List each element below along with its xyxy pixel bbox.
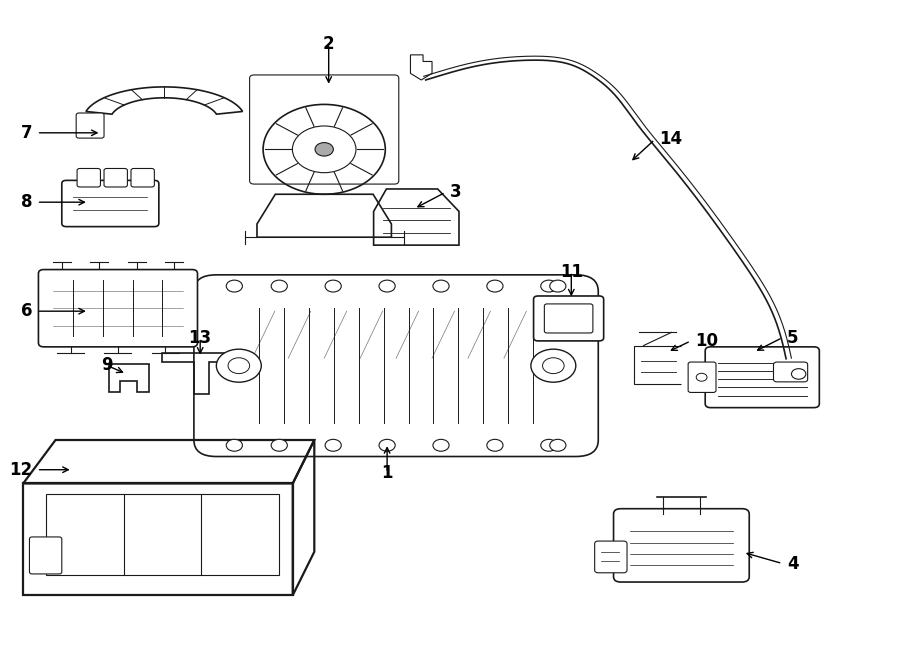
Circle shape	[433, 280, 449, 292]
Text: 6: 6	[21, 302, 32, 320]
Circle shape	[433, 440, 449, 451]
FancyBboxPatch shape	[688, 362, 716, 393]
Text: 8: 8	[21, 193, 32, 211]
FancyBboxPatch shape	[76, 113, 104, 138]
FancyBboxPatch shape	[595, 541, 627, 573]
Circle shape	[550, 440, 566, 451]
Circle shape	[541, 440, 557, 451]
FancyBboxPatch shape	[706, 347, 819, 408]
FancyBboxPatch shape	[104, 169, 128, 187]
Circle shape	[226, 280, 242, 292]
Text: 10: 10	[696, 332, 718, 350]
Text: 5: 5	[787, 328, 798, 347]
Circle shape	[271, 280, 287, 292]
Text: 1: 1	[382, 464, 392, 482]
Text: 3: 3	[450, 183, 462, 201]
Circle shape	[487, 440, 503, 451]
FancyBboxPatch shape	[773, 362, 807, 382]
FancyBboxPatch shape	[544, 304, 593, 333]
Circle shape	[550, 280, 566, 292]
Circle shape	[315, 142, 333, 156]
FancyBboxPatch shape	[39, 269, 197, 347]
Circle shape	[379, 440, 395, 451]
Text: 4: 4	[787, 555, 798, 573]
Circle shape	[379, 280, 395, 292]
FancyBboxPatch shape	[62, 180, 159, 226]
FancyBboxPatch shape	[30, 537, 62, 574]
FancyBboxPatch shape	[194, 275, 598, 457]
FancyBboxPatch shape	[131, 169, 155, 187]
Circle shape	[487, 280, 503, 292]
Circle shape	[226, 440, 242, 451]
Circle shape	[271, 440, 287, 451]
Circle shape	[325, 440, 341, 451]
Text: 13: 13	[189, 328, 212, 347]
FancyBboxPatch shape	[534, 296, 604, 341]
Text: 14: 14	[660, 130, 682, 148]
Circle shape	[541, 280, 557, 292]
Text: 11: 11	[560, 263, 583, 281]
Circle shape	[216, 349, 261, 382]
FancyBboxPatch shape	[77, 169, 101, 187]
FancyBboxPatch shape	[614, 508, 749, 582]
Text: 2: 2	[323, 34, 335, 53]
Circle shape	[531, 349, 576, 382]
Text: 7: 7	[21, 124, 32, 142]
Text: 9: 9	[101, 356, 112, 374]
Text: 12: 12	[9, 461, 32, 479]
Circle shape	[325, 280, 341, 292]
FancyBboxPatch shape	[249, 75, 399, 184]
